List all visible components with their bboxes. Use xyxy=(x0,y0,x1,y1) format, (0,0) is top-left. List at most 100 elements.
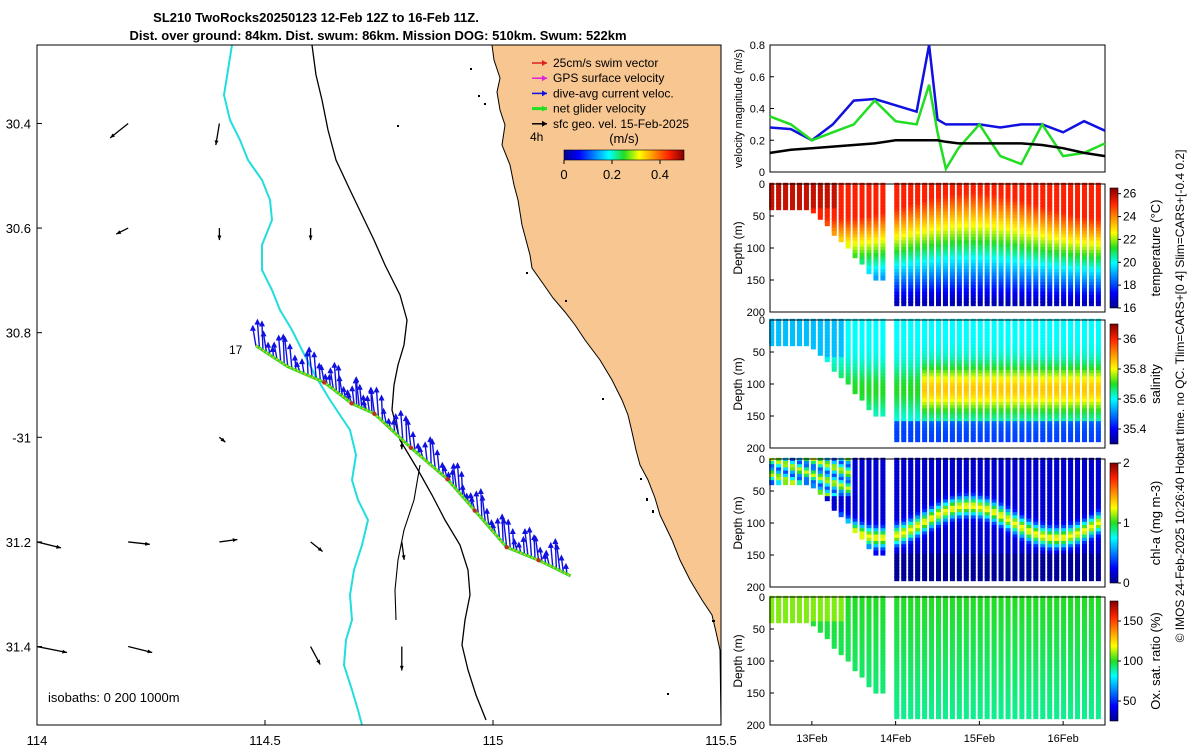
profile-sample xyxy=(894,182,900,188)
profile-sample xyxy=(1040,341,1046,347)
profile-sample xyxy=(915,392,921,398)
profile-column xyxy=(949,457,955,582)
profile-sample xyxy=(1026,556,1032,562)
profile-sample xyxy=(1019,563,1025,569)
profile-sample xyxy=(866,259,872,265)
profile-sample xyxy=(1047,217,1053,223)
profile-sample xyxy=(1061,563,1067,569)
profile-sample xyxy=(1075,230,1081,236)
profile-sample xyxy=(1005,483,1011,489)
profile-sample xyxy=(915,294,921,300)
profile-sample xyxy=(1019,417,1025,423)
profile-sample xyxy=(1012,278,1018,284)
profile-sample xyxy=(936,214,942,220)
profile-sample xyxy=(845,243,851,249)
colorbar-tick-label: 35.6 xyxy=(1123,392,1147,406)
dive-avg-vector-head xyxy=(322,373,329,380)
profile-sample xyxy=(949,389,955,395)
profile-sample xyxy=(901,492,907,498)
profile-sample xyxy=(942,560,948,566)
profile-sample xyxy=(1026,237,1032,243)
profile-sample xyxy=(1068,246,1074,252)
profile-sample xyxy=(908,430,914,436)
profile-sample xyxy=(1075,341,1081,347)
profile-sample xyxy=(942,237,948,243)
profile-sample xyxy=(970,566,976,572)
profile-sample xyxy=(991,531,997,537)
profile-sample xyxy=(873,470,879,476)
profile-sample xyxy=(880,401,886,407)
profile-sample xyxy=(866,395,872,401)
profile-sample xyxy=(942,576,948,582)
profile-sample xyxy=(929,563,935,569)
profile-sample xyxy=(956,288,962,294)
profile-sample xyxy=(1012,556,1018,562)
profile-sample xyxy=(963,195,969,201)
profile-sample xyxy=(866,182,872,188)
profile-column xyxy=(790,595,796,624)
profile-sample xyxy=(949,253,955,259)
profile-sample xyxy=(859,457,865,463)
profile-sample xyxy=(1054,337,1060,343)
profile-sample xyxy=(942,547,948,553)
profile-sample xyxy=(1012,480,1018,486)
profile-sample xyxy=(936,480,942,486)
profile-sample xyxy=(852,240,858,246)
profile-sample xyxy=(908,460,914,466)
profile-sample xyxy=(894,253,900,259)
profile-sample xyxy=(1047,460,1053,466)
profile-sample xyxy=(901,414,907,420)
profile-sample xyxy=(1068,544,1074,550)
profile-sample xyxy=(1081,486,1087,492)
profile-sample xyxy=(880,318,886,324)
profile-sample xyxy=(873,518,879,524)
profile-sample xyxy=(1019,408,1025,414)
profile-sample xyxy=(859,259,865,265)
profile-sample xyxy=(1088,534,1094,540)
profile-sample xyxy=(963,496,969,502)
profile-sample xyxy=(1061,427,1067,433)
profile-sample xyxy=(984,502,990,508)
profile-sample xyxy=(1012,334,1018,340)
profile-sample xyxy=(1075,265,1081,271)
profile-sample xyxy=(838,624,844,630)
profile-sample xyxy=(970,281,976,287)
profile-sample xyxy=(1005,427,1011,433)
profile-sample xyxy=(894,350,900,356)
profile-sample xyxy=(1019,547,1025,553)
profile-sample xyxy=(970,515,976,521)
profile-sample xyxy=(1095,566,1101,572)
profile-column xyxy=(908,182,914,307)
profile-sample xyxy=(810,185,816,191)
profile-sample xyxy=(949,366,955,372)
profile-sample xyxy=(970,414,976,420)
profile-sample xyxy=(1075,189,1081,195)
profile-sample xyxy=(1019,334,1025,340)
profile-sample xyxy=(1095,411,1101,417)
profile-sample xyxy=(956,502,962,508)
profile-sample xyxy=(1019,249,1025,255)
profile-sample xyxy=(1040,572,1046,578)
profile-sample xyxy=(942,253,948,259)
profile-sample xyxy=(991,515,997,521)
profile-sample xyxy=(769,602,775,608)
profile-sample xyxy=(873,341,879,347)
profile-sample xyxy=(845,366,851,372)
profile-sample xyxy=(942,211,948,217)
profile-sample xyxy=(838,508,844,514)
profile-sample xyxy=(1019,363,1025,369)
profile-sample xyxy=(991,379,997,385)
profile-column xyxy=(1061,457,1067,582)
profile-sample xyxy=(1026,531,1032,537)
profile-sample xyxy=(824,334,830,340)
profile-sample xyxy=(963,347,969,353)
profile-sample xyxy=(998,566,1004,572)
profile-sample xyxy=(970,531,976,537)
profile-sample xyxy=(859,233,865,239)
profile-sample xyxy=(894,556,900,562)
profile-sample xyxy=(866,262,872,268)
profile-sample xyxy=(942,369,948,375)
profile-sample xyxy=(866,528,872,534)
profile-sample xyxy=(1095,230,1101,236)
profile-sample xyxy=(901,182,907,188)
